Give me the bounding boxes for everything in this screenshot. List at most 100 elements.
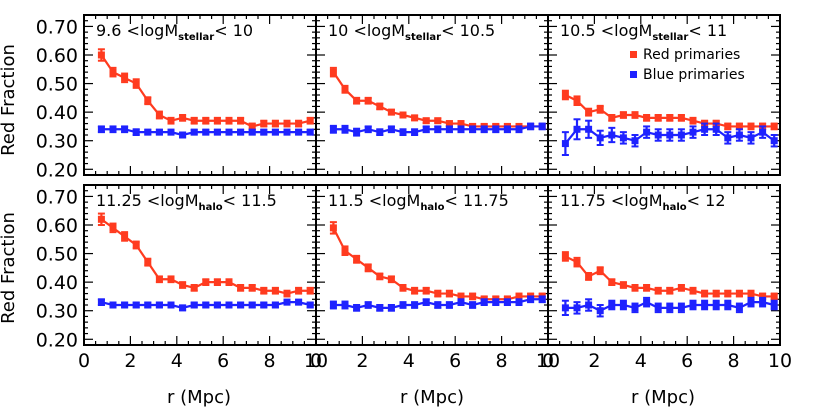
data-point [422, 117, 430, 125]
data-point [341, 301, 349, 309]
data-point [654, 131, 662, 139]
series-red [329, 221, 546, 304]
series-blue [329, 122, 546, 137]
data-point [144, 258, 152, 266]
y-tick-label: 0.30 [36, 131, 78, 153]
series-red [561, 251, 778, 301]
data-point [295, 128, 303, 136]
data-point [248, 122, 256, 130]
panel-label: 11.25 <logMhalo< 11.5 [96, 191, 277, 213]
series-red [561, 89, 778, 131]
data-point [457, 298, 465, 306]
x-tick-label: 6 [681, 350, 693, 372]
data-point [213, 117, 221, 125]
data-point [295, 287, 303, 295]
legend-label: Blue primaries [643, 67, 745, 83]
panel-6: 0 2 4 6 8 10 11.75 <logMhalo< 12 [542, 184, 792, 372]
data-point [422, 287, 430, 295]
x-tick-label: 8 [728, 350, 740, 372]
y-tick-label: 0.50 [36, 244, 78, 266]
data-point [329, 125, 337, 133]
data-point [666, 304, 674, 312]
x-tick-label: 0 [310, 350, 322, 372]
data-point [353, 304, 361, 312]
panel-1: 0.20 0.30 0.40 0.50 0.60 0.70 9.6 <logMstellar… [36, 14, 317, 181]
data-point [271, 120, 279, 128]
data-point [538, 295, 546, 303]
data-point [376, 304, 384, 312]
data-point [735, 122, 743, 130]
data-point [213, 278, 221, 286]
y-tick-label: 0.20 [36, 159, 78, 181]
y-tick-label: 0.40 [36, 102, 78, 124]
data-point [97, 125, 105, 133]
series-blue [97, 125, 314, 139]
panel-label: 10 <logMstellar< 10.5 [328, 21, 495, 43]
x-tick-label: 4 [403, 350, 415, 372]
data-point [179, 114, 187, 122]
data-point [596, 267, 604, 275]
data-point [202, 278, 210, 286]
panel-2: 10 <logMstellar< 10.5 [315, 14, 549, 176]
data-point [364, 125, 372, 133]
data-point [619, 281, 627, 289]
data-point [295, 298, 303, 306]
data-point [619, 111, 627, 119]
data-point [759, 128, 767, 136]
data-point [666, 287, 674, 295]
data-point [677, 304, 685, 312]
panel-label: 11.75 <logMhalo< 12 [560, 191, 726, 213]
data-point [585, 108, 593, 116]
data-point [573, 304, 581, 312]
data-point [643, 128, 651, 136]
data-point [747, 134, 755, 142]
data-point [179, 281, 187, 289]
x-tick-label: 0 [78, 350, 90, 372]
data-point [747, 122, 755, 130]
series-blue [329, 295, 546, 312]
data-point [155, 275, 163, 283]
data-point [121, 301, 129, 309]
data-point [631, 304, 639, 312]
data-point [97, 51, 105, 59]
data-point [132, 80, 140, 88]
data-point [585, 301, 593, 309]
x-tick-label: 2 [588, 350, 600, 372]
data-point [585, 272, 593, 280]
data-point [295, 120, 303, 128]
data-point [527, 295, 535, 303]
data-point [434, 301, 442, 309]
data-point [202, 128, 210, 136]
data-point [469, 125, 477, 133]
panel-4: 0.20 0.30 0.40 0.50 0.60 0.70 0 2 4 6 8 10 11.25 <lo… [36, 184, 328, 372]
data-point [144, 301, 152, 309]
data-point [109, 301, 117, 309]
data-point [387, 275, 395, 283]
data-point [341, 247, 349, 255]
data-point [503, 298, 511, 306]
data-point [724, 290, 732, 298]
y-tick-label: 0.20 [36, 329, 78, 351]
data-point [422, 125, 430, 133]
data-point [225, 278, 233, 286]
data-point [689, 128, 697, 136]
y-axis-title-bottom: Red Fraction [0, 212, 19, 324]
data-point [213, 128, 221, 136]
x-tick-label: 4 [171, 350, 183, 372]
y-tick-label: 0.50 [36, 74, 78, 96]
x-axis-title-left: r (Mpc) [167, 387, 231, 408]
series-red [97, 48, 314, 131]
data-point [434, 117, 442, 125]
legend-swatch [630, 51, 637, 58]
data-point [132, 128, 140, 136]
data-point [109, 224, 117, 232]
data-point [515, 292, 523, 300]
data-point [411, 301, 419, 309]
data-point [689, 301, 697, 309]
x-tick-label: 4 [635, 350, 647, 372]
data-point [492, 125, 500, 133]
data-point [213, 301, 221, 309]
data-point [631, 111, 639, 119]
data-point [364, 97, 372, 105]
panel-label: 10.5 <logMstellar< 11 [560, 21, 727, 43]
